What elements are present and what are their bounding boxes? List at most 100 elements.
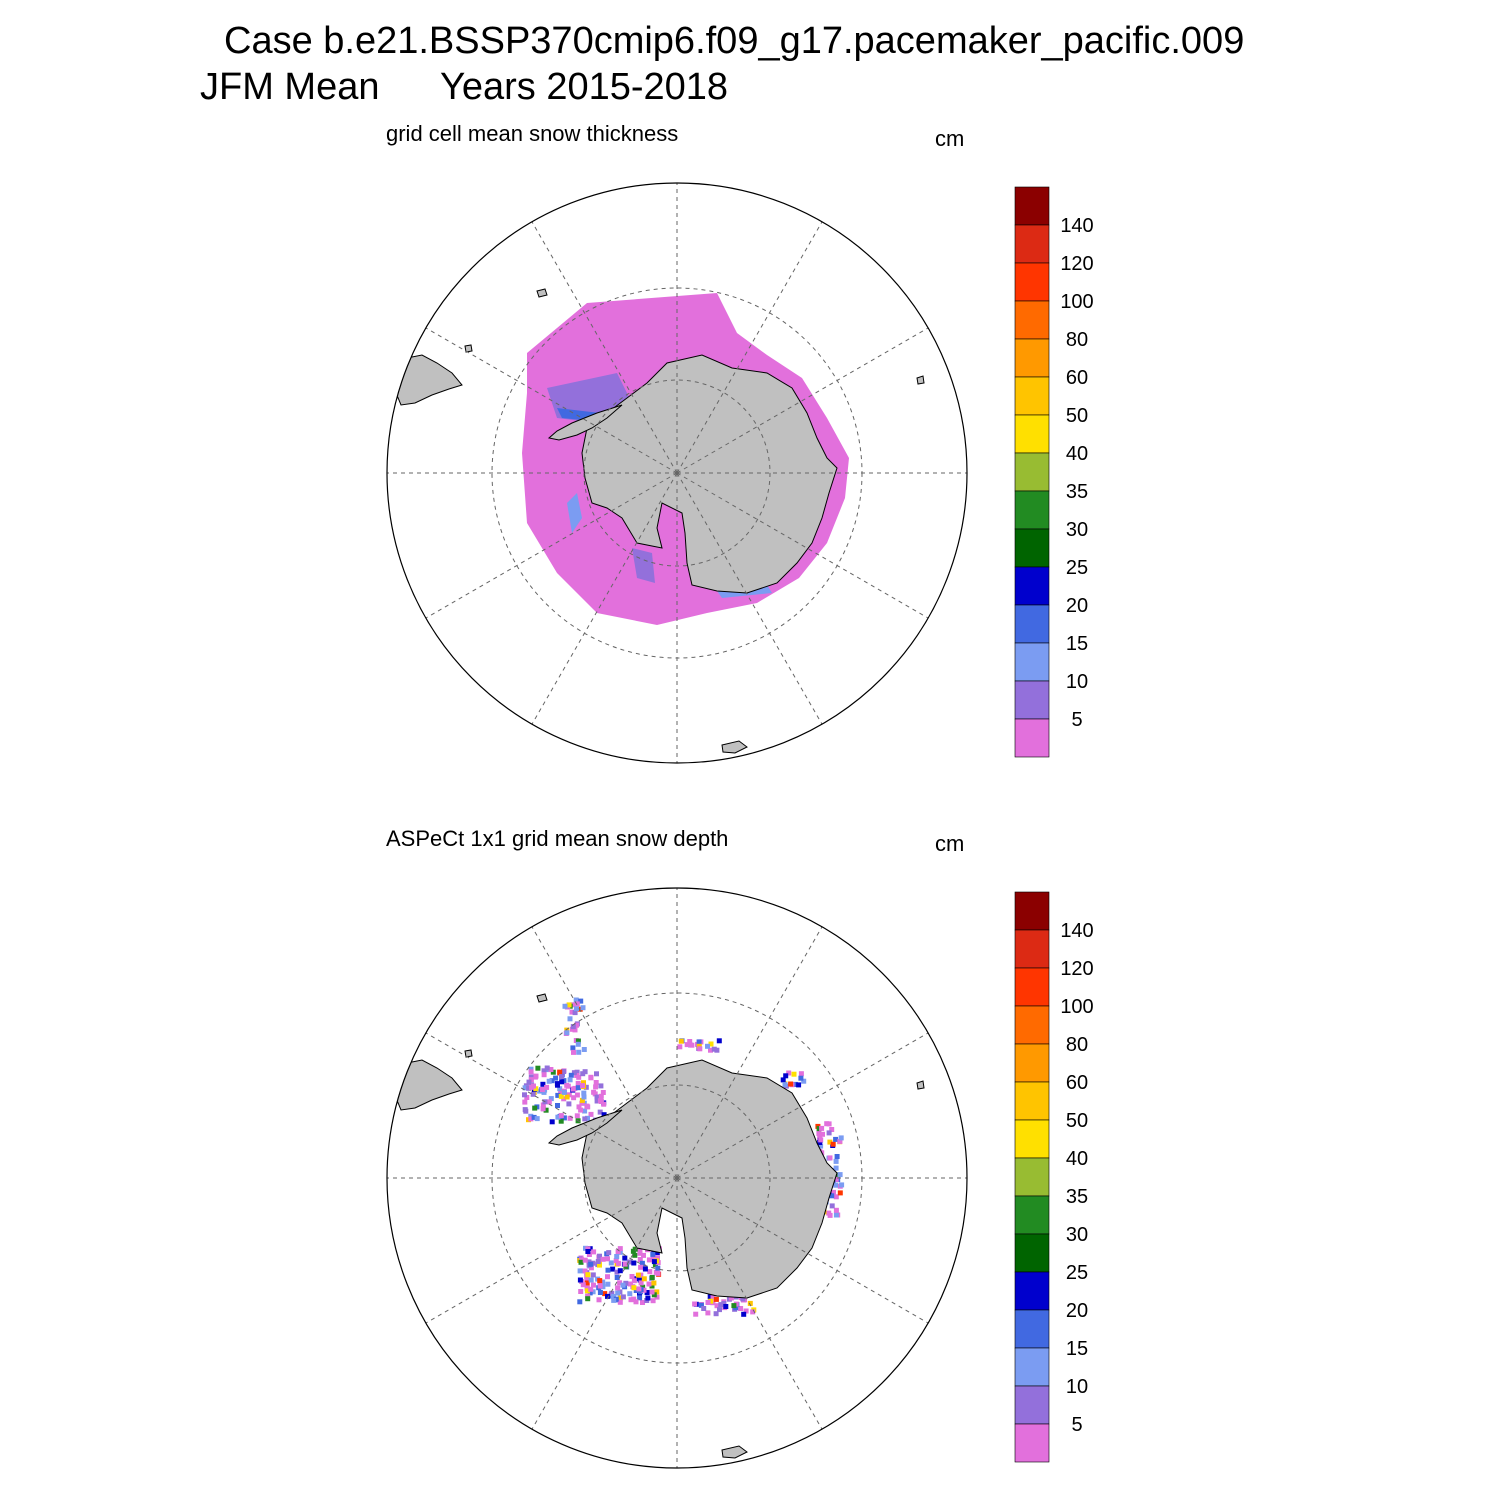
obs-cell	[524, 1095, 530, 1100]
obs-cell	[577, 1277, 583, 1283]
obs-cell	[585, 1246, 591, 1252]
obs-cell	[692, 1301, 698, 1307]
colorbar-swatch	[1014, 1081, 1050, 1121]
polar-map-2	[387, 888, 967, 1468]
obs-cell	[557, 1069, 563, 1075]
colorbar-swatch	[1014, 186, 1050, 226]
obs-cell	[710, 1295, 716, 1301]
obs-cell	[576, 1104, 582, 1110]
obs-cell	[543, 1107, 549, 1113]
obs-cell	[618, 1295, 624, 1301]
colorbar-swatch	[1014, 338, 1050, 378]
obs-cell	[548, 1067, 554, 1072]
colorbar-tick-label: 35	[1066, 481, 1088, 503]
obs-cell	[564, 1030, 570, 1036]
graticule-1	[387, 183, 967, 763]
obs-cell	[637, 1277, 643, 1283]
obs-cell	[705, 1043, 710, 1049]
obs-cell	[582, 1069, 588, 1075]
obs-cell	[522, 1099, 528, 1105]
obs-cell	[829, 1193, 835, 1199]
obs-cell	[574, 1022, 579, 1028]
colorbar-swatch	[1014, 1043, 1050, 1083]
obs-cell	[837, 1172, 843, 1178]
obs-cell	[718, 1302, 724, 1308]
obs-cell	[586, 1252, 592, 1257]
obs-cell	[635, 1272, 641, 1278]
obs-cell	[798, 1075, 804, 1081]
obs-cell	[707, 1294, 713, 1300]
obs-cell	[581, 1090, 587, 1096]
obs-cell	[696, 1039, 702, 1045]
colorbar-2: 5 10 15 20 25 30 35 40 50 60 80 100 120 140	[1014, 891, 1094, 1463]
obs-cell	[550, 1069, 556, 1075]
obs-cell	[528, 1077, 534, 1083]
obs-cell	[623, 1264, 629, 1270]
obs-cell	[708, 1041, 714, 1047]
obs-cell	[559, 1079, 565, 1085]
obs-cell	[605, 1267, 611, 1273]
obs-cell	[738, 1306, 744, 1311]
obs-cell	[528, 1066, 534, 1072]
obs-cell	[711, 1046, 717, 1052]
obs-cell	[567, 1115, 573, 1121]
obs-cell	[613, 1296, 619, 1302]
obs-cell	[717, 1307, 722, 1313]
colorbar-tick-label: 40	[1066, 1148, 1088, 1170]
colorbar-swatch	[1014, 490, 1050, 530]
panel2-title: ASPeCt 1x1 grid mean snow depth	[386, 826, 729, 851]
colorbar-tick-label: 30	[1066, 519, 1088, 541]
obs-cell	[602, 1291, 608, 1297]
colorbar-tick-label: 25	[1066, 557, 1088, 579]
obs-cell	[534, 1116, 540, 1122]
obs-cell	[628, 1281, 633, 1287]
obs-cell	[705, 1310, 711, 1316]
colorbar-tick-label: 10	[1066, 1376, 1088, 1398]
obs-cell	[577, 1299, 583, 1305]
obs-cell	[626, 1259, 632, 1265]
obs-cell	[558, 1113, 564, 1119]
obs-cell	[631, 1285, 637, 1291]
obs-cell	[574, 1113, 580, 1119]
obs-cell	[595, 1259, 601, 1264]
colorbar-swatch	[1014, 929, 1050, 969]
obs-cell	[820, 1131, 825, 1137]
obs-cell	[588, 1261, 594, 1267]
obs-cell	[617, 1268, 623, 1274]
obs-cell	[578, 1107, 584, 1113]
obs-cell	[698, 1302, 704, 1308]
obs-cell	[631, 1278, 637, 1284]
obs-cell	[590, 1289, 596, 1295]
colorbar-swatch	[1014, 224, 1050, 264]
obs-cell	[544, 1084, 550, 1090]
obs-cell	[584, 1285, 590, 1291]
obs-cell	[597, 1098, 603, 1104]
obs-cell	[562, 1003, 568, 1009]
obs-cell	[581, 1080, 586, 1086]
obs-cell	[677, 1044, 683, 1050]
latitude-circle	[583, 379, 771, 567]
latitude-circle	[583, 1084, 771, 1272]
obs-cell	[564, 1027, 570, 1033]
obs-cell	[558, 1089, 564, 1095]
obs-cell	[528, 1069, 534, 1075]
obs-cell	[792, 1082, 798, 1087]
obs-cell	[601, 1112, 607, 1118]
obs-cell	[827, 1155, 833, 1161]
obs-cell	[614, 1275, 620, 1280]
obs-cell	[633, 1288, 639, 1293]
obs-cell	[591, 1089, 597, 1095]
obs-cell	[593, 1084, 599, 1090]
obs-cell	[819, 1125, 825, 1131]
obs-cell	[574, 1069, 580, 1075]
obs-cell	[584, 1280, 590, 1286]
obs-cell	[582, 1108, 588, 1114]
obs-cell	[614, 1269, 620, 1275]
obs-cell	[728, 1295, 734, 1301]
obs-cell	[834, 1172, 840, 1178]
obs-cell	[654, 1289, 660, 1295]
obs-cell	[834, 1154, 840, 1159]
obs-cell	[655, 1270, 661, 1276]
obs-cell	[637, 1295, 643, 1301]
obs-cell	[697, 1046, 703, 1052]
